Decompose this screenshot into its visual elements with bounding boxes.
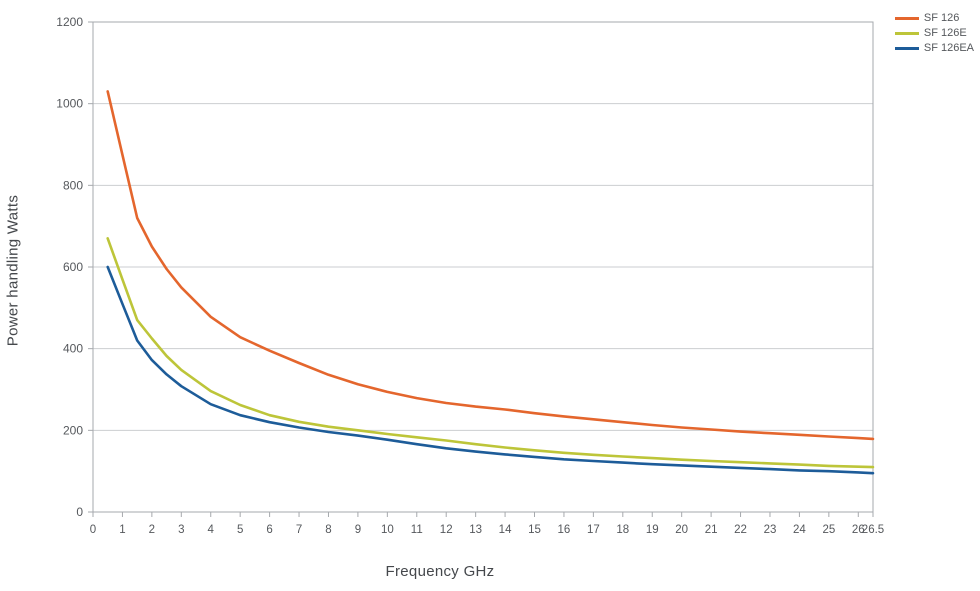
legend-label: SF 126 xyxy=(923,12,960,24)
legend-swatch-icon xyxy=(894,46,919,50)
x-tick-label: 24 xyxy=(793,524,806,536)
x-tick-label: 18 xyxy=(616,524,629,536)
legend-label: SF 126E xyxy=(923,27,967,39)
x-tick-label: 25 xyxy=(822,524,835,536)
legend: SF 126 SF 126E SF 126EA xyxy=(894,12,974,54)
x-tick-label: 8 xyxy=(325,524,331,536)
x-tick-label: 12 xyxy=(440,524,453,536)
legend-label: SF 126EA xyxy=(923,42,974,54)
legend-item: SF 126 xyxy=(894,12,974,24)
plot-frame xyxy=(92,21,874,513)
x-tick-label: 17 xyxy=(587,524,600,536)
x-tick-label: 19 xyxy=(646,524,659,536)
x-tick-label: 6 xyxy=(266,524,272,536)
series-line-sf-126 xyxy=(106,90,875,441)
x-tick-label: 13 xyxy=(469,524,482,536)
y-tick-label: 400 xyxy=(63,342,83,356)
x-tick-label: 5 xyxy=(237,524,243,536)
y-tick-label: 1000 xyxy=(56,97,83,111)
legend-item: SF 126EA xyxy=(894,42,974,54)
x-tick-label: 9 xyxy=(355,524,361,536)
x-tick-label: 20 xyxy=(675,524,688,536)
legend-swatch-icon xyxy=(894,31,919,35)
series-line-sf-126ea xyxy=(106,265,875,475)
x-tick-label: 11 xyxy=(411,524,423,536)
x-tick-label: 26 xyxy=(852,524,865,536)
x-tick-label: 7 xyxy=(296,524,302,536)
x-tick-label: 10 xyxy=(381,524,394,536)
x-tick-label: 2 xyxy=(149,524,155,536)
x-tick-label: 3 xyxy=(178,524,184,536)
series-line-sf-126e xyxy=(106,237,875,469)
x-tick-label: 26.5 xyxy=(862,524,884,536)
x-tick-label: 0 xyxy=(90,524,96,536)
legend-swatch-icon xyxy=(894,16,919,20)
x-tick-label: 22 xyxy=(734,524,747,536)
x-tick-label: 1 xyxy=(119,524,125,536)
x-tick-label: 4 xyxy=(208,524,215,536)
x-tick-label: 23 xyxy=(764,524,777,536)
x-tick-label: 15 xyxy=(528,524,541,536)
y-tick-label: 600 xyxy=(63,260,83,274)
y-tick-label: 200 xyxy=(63,423,83,437)
y-axis-title: Power handling Watts xyxy=(4,194,22,347)
y-tick-label: 1200 xyxy=(56,15,83,29)
x-tick-label: 21 xyxy=(705,524,718,536)
y-tick-label: 800 xyxy=(63,178,83,192)
x-tick-label: 14 xyxy=(499,524,512,536)
x-axis-title: Frequency GHz xyxy=(385,563,495,580)
legend-item: SF 126E xyxy=(894,27,974,39)
x-tick-label: 16 xyxy=(558,524,571,536)
y-tick-label: 0 xyxy=(76,505,83,519)
